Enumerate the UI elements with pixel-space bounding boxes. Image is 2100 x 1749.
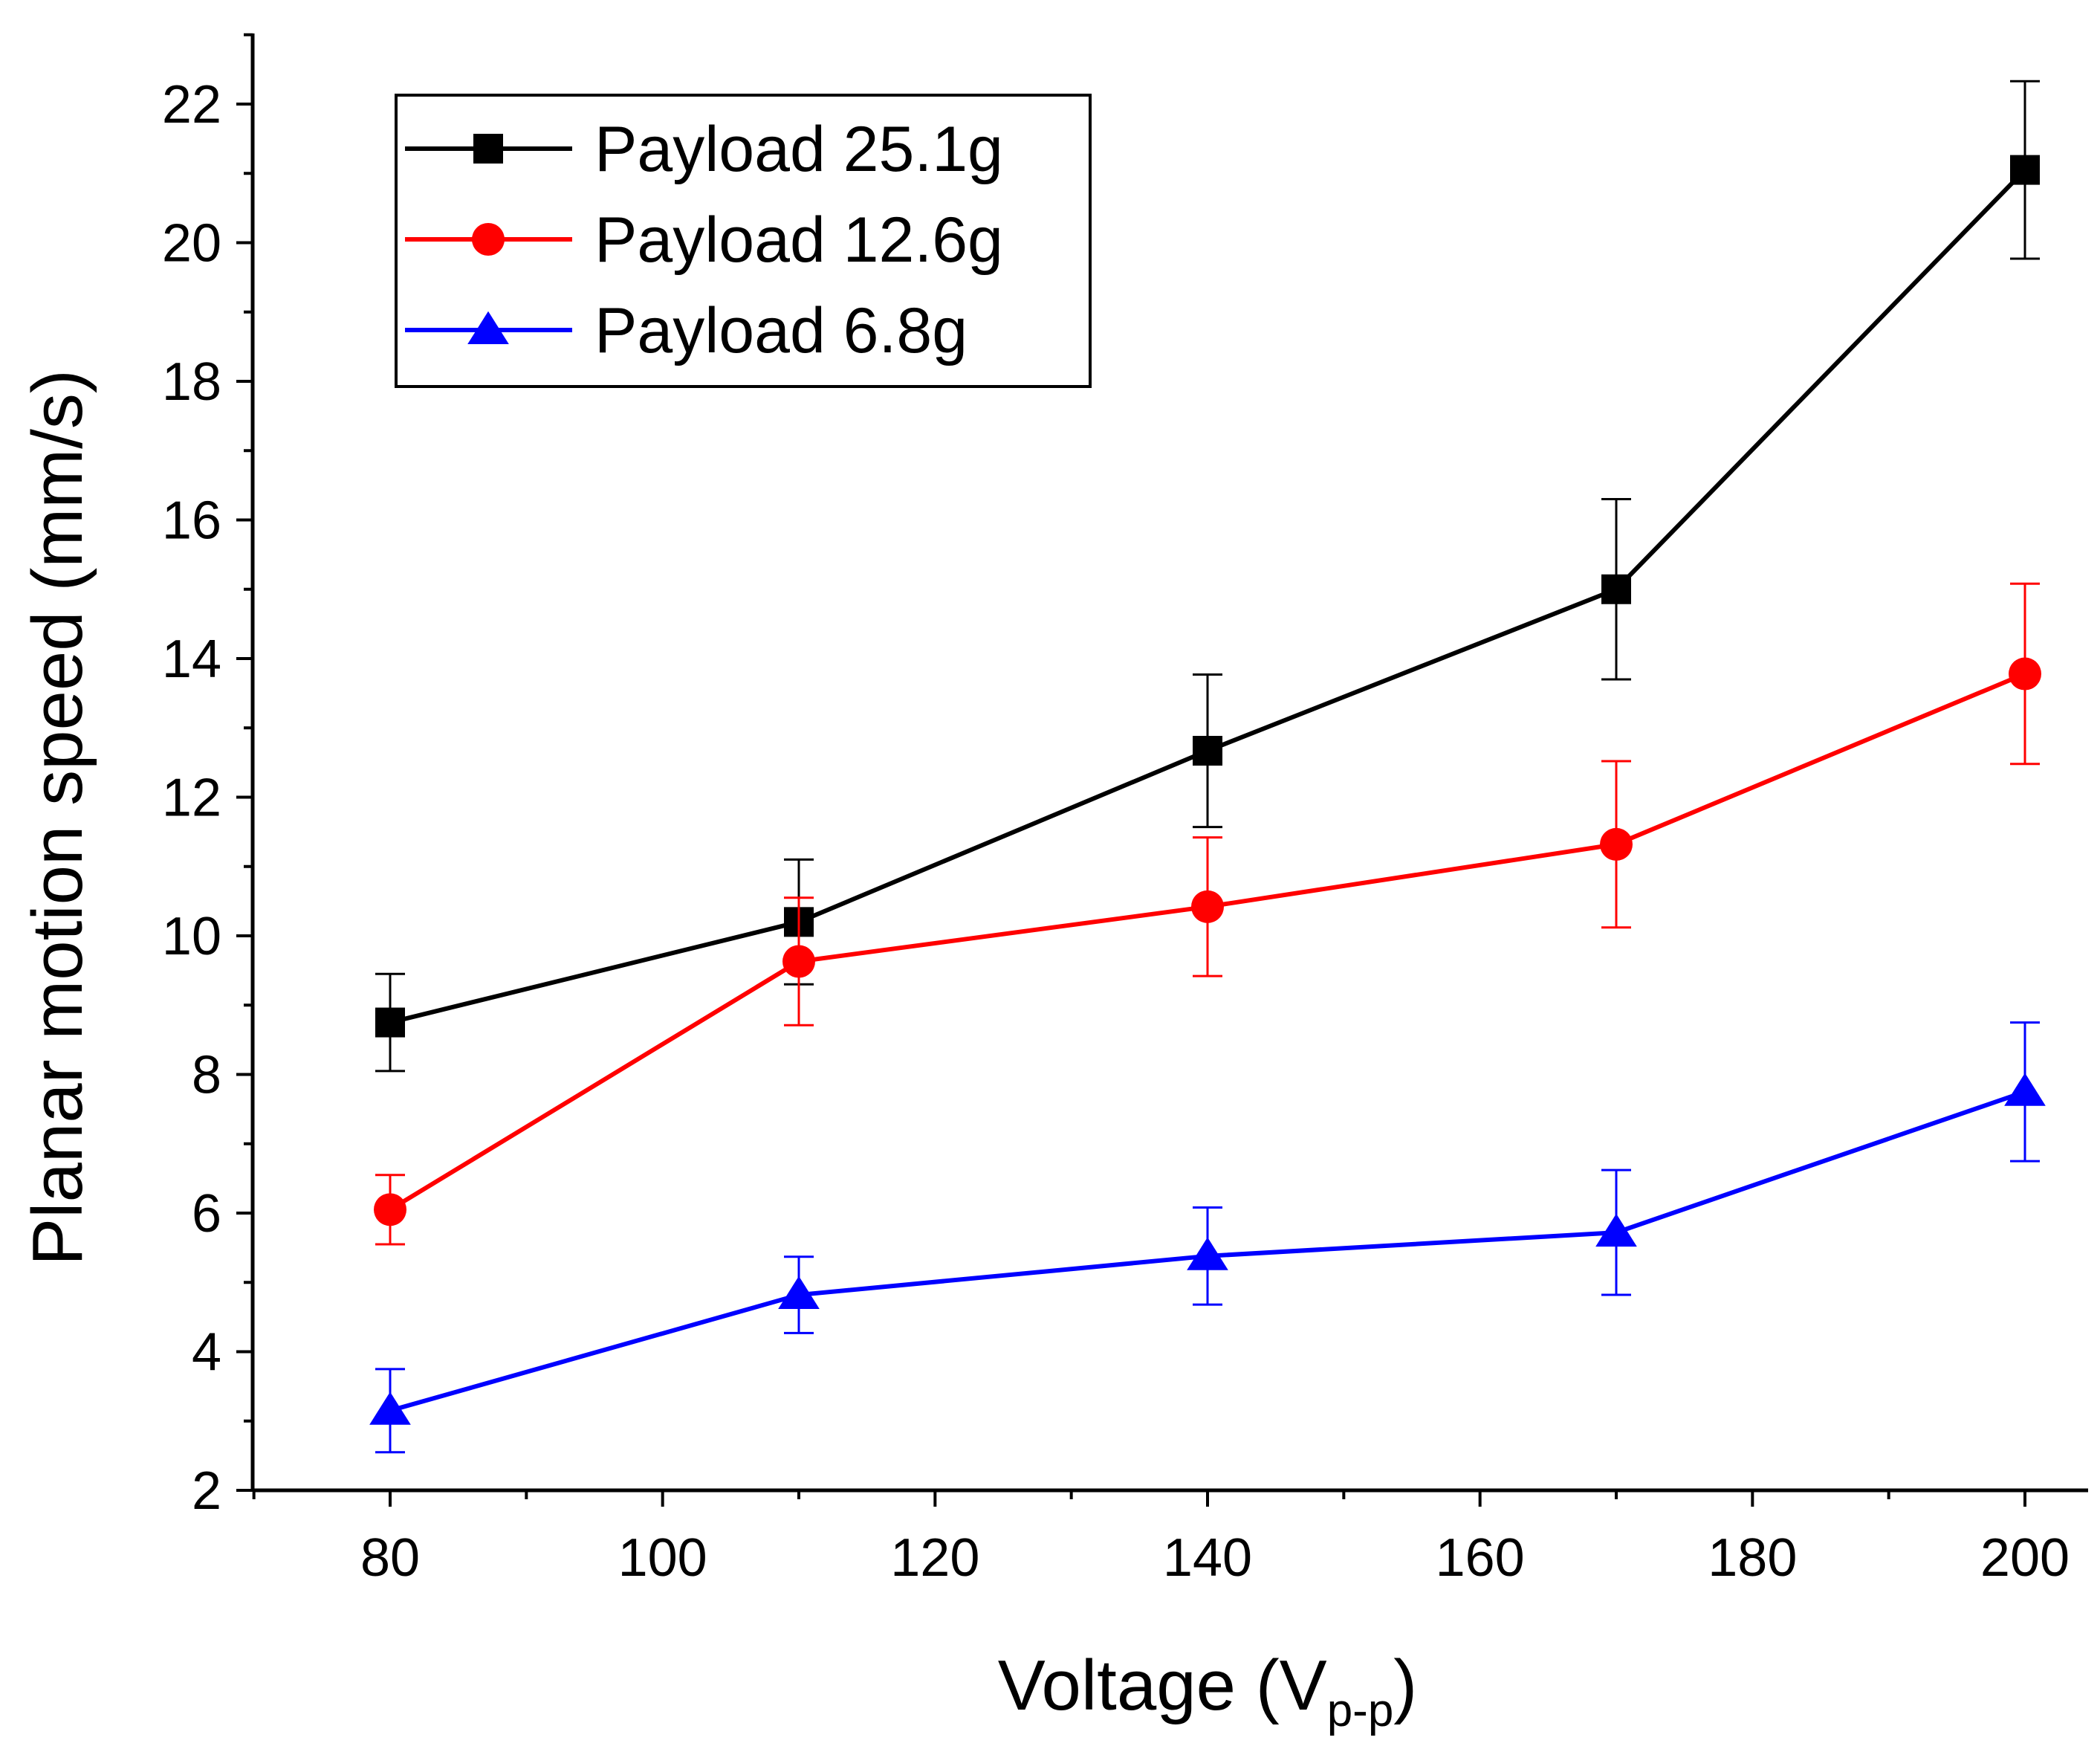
- legend-label: Payload 12.6g: [594, 204, 1003, 276]
- y-tick-label: 18: [162, 352, 221, 412]
- y-tick-label: 4: [192, 1323, 221, 1383]
- x-axis-title-subscript: p-p: [1327, 1685, 1394, 1736]
- legend-entry-1: Payload 25.1g: [405, 114, 1003, 185]
- legend-entry-2: Payload 12.6g: [405, 204, 1003, 276]
- x-axis-title: Voltage (Vp-p): [998, 1646, 1418, 1736]
- y-tick-label: 2: [192, 1461, 221, 1521]
- y-tick-label: 16: [162, 491, 221, 551]
- legend-label: Payload 6.8g: [594, 295, 968, 366]
- x-tick-label: 140: [1163, 1528, 1252, 1588]
- y-tick-label: 8: [192, 1046, 221, 1105]
- series-3: [369, 1021, 2046, 1454]
- data-point: [1600, 827, 1633, 861]
- y-tick-label: 10: [162, 907, 221, 966]
- data-point: [782, 945, 815, 978]
- legend-marker: [473, 134, 503, 164]
- data-point: [1191, 890, 1224, 923]
- data-point: [1193, 736, 1222, 766]
- y-tick-label: 20: [162, 214, 221, 274]
- legend: Payload 25.1g Payload 12.6g Payload 6.8g: [395, 94, 1092, 388]
- data-point: [1601, 574, 1631, 604]
- legend-label: Payload 25.1g: [594, 114, 1003, 185]
- series-2: [374, 582, 2041, 1246]
- x-tick-label: 180: [1708, 1528, 1797, 1588]
- y-tick-label: 6: [192, 1184, 221, 1244]
- x-axis-title-main: Voltage (V: [998, 1646, 1327, 1725]
- series-1: [375, 80, 2040, 1073]
- data-point: [2009, 657, 2041, 691]
- x-tick-label: 160: [1436, 1528, 1525, 1588]
- plot-series: [369, 80, 2046, 1454]
- data-point: [1187, 1237, 1228, 1270]
- data-point: [375, 1007, 405, 1038]
- data-point: [369, 1391, 411, 1425]
- axes: [250, 33, 2088, 1493]
- y-ticks: 2 4 6 8 10 12 14 16 18 20 22: [162, 33, 253, 1521]
- data-point: [2004, 1073, 2046, 1106]
- x-tick-label: 80: [360, 1528, 420, 1588]
- y-tick-label: 12: [162, 769, 221, 828]
- data-point: [778, 1276, 820, 1310]
- x-axis-title-suffix: ): [1393, 1646, 1417, 1725]
- data-point: [1595, 1213, 1637, 1247]
- data-point: [2010, 155, 2040, 185]
- x-tick-label: 100: [618, 1528, 707, 1588]
- data-point: [374, 1193, 406, 1226]
- x-tick-label: 200: [1980, 1528, 2070, 1588]
- y-axis-title: Planar motion speed (mm/s): [18, 369, 97, 1266]
- legend-marker: [472, 223, 505, 256]
- x-tick-label: 120: [890, 1528, 979, 1588]
- y-tick-label: 22: [162, 75, 221, 135]
- legend-entries: Payload 25.1g Payload 12.6g Payload 6.8g: [405, 114, 1003, 366]
- x-ticks: 80 100 120 140 160 180 200: [252, 1490, 2070, 1588]
- y-tick-label: 14: [162, 630, 221, 689]
- legend-entry-3: Payload 6.8g: [405, 295, 968, 366]
- legend-marker: [467, 311, 509, 344]
